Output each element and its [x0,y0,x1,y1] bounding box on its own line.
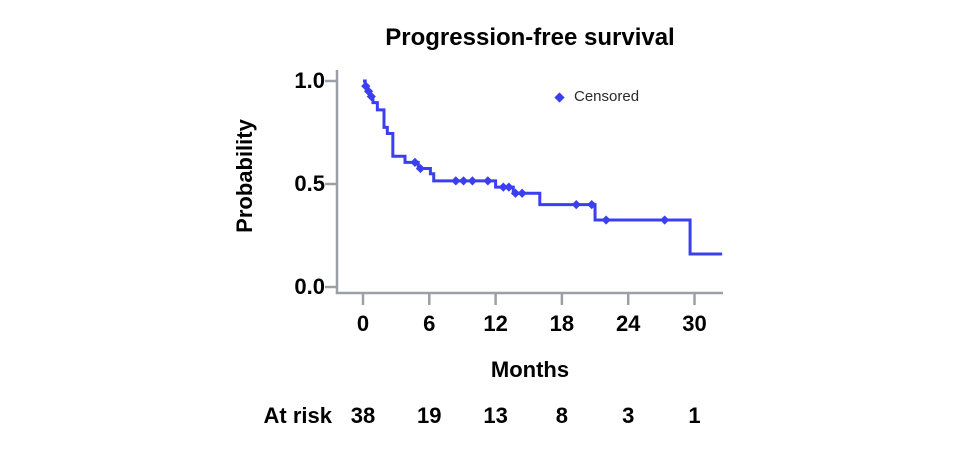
at-risk-value: 13 [483,403,508,428]
diamond-shape [554,91,565,103]
x-tick-label: 12 [483,311,508,336]
censored-mark-icon [601,215,611,225]
legend: Censored [554,88,639,106]
legend-label: Censored [574,88,640,105]
at-risk-value: 19 [417,403,442,428]
censored-mark-icon [363,86,374,96]
y-tick-label: 0.0 [294,274,325,299]
censored-mark-icon [410,157,420,167]
censored-mark-icon [504,182,514,192]
x-tick-label: 6 [423,311,436,336]
y-tick-label: 1.0 [294,68,325,93]
x-tick-label: 18 [549,311,575,336]
censored-mark-icon [467,176,477,186]
censored-diamond-icon [554,91,565,103]
censored-mark-icon [451,176,461,186]
at-risk-label: At risk [263,403,332,428]
y-tick-label: 0.5 [294,171,325,196]
at-risk-value: 38 [350,403,376,428]
censored-mark-icon [510,188,521,198]
at-risk-value: 3 [622,403,635,428]
x-axis-title: Months [490,357,570,382]
y-axis-title: Probability [232,119,257,233]
at-risk-value: 8 [555,403,569,428]
censored-mark-icon [498,182,508,192]
x-tick-label: 0 [356,311,370,336]
censored-mark-icon [366,91,376,102]
x-tick-label: 30 [682,311,707,336]
x-tick-label: 24 [615,311,641,336]
censored-mark-icon [660,215,670,225]
survival-curve [363,79,723,256]
censored-mark-icon [458,176,469,186]
censored-mark-icon [587,200,597,210]
censored-mark-icon [517,188,527,198]
at-risk-value: 1 [688,403,701,428]
censored-mark-icon [415,163,426,174]
censored-mark-icon [571,200,581,210]
censored-mark-icon [483,176,493,186]
chart-title: Progression-free survival [385,24,675,51]
